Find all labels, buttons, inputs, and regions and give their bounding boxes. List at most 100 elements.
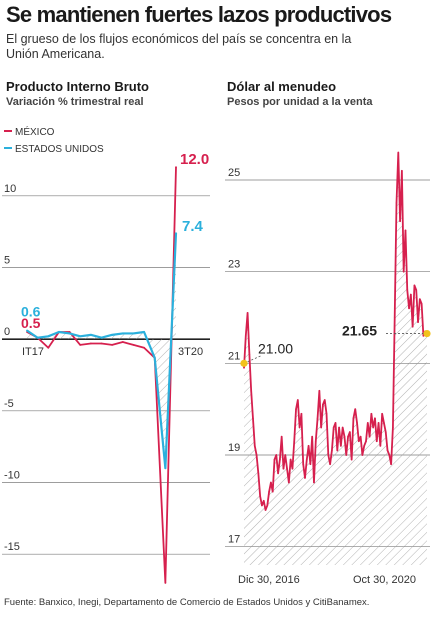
gdp-point-usa <box>36 336 39 339</box>
gdp-chart: 10 5 0 -5 -10 -15 0.60.5 12.0 7.4 IT17 3T20 MÉXICO E… <box>2 125 210 584</box>
fx-point <box>302 463 305 465</box>
fx-point <box>336 449 339 452</box>
gdp-point-usa <box>100 336 103 339</box>
gdp-point-mexico <box>89 342 92 345</box>
fx-point <box>420 302 423 305</box>
fx-point <box>356 422 358 424</box>
fx-point <box>289 458 292 461</box>
fx-point <box>417 321 419 323</box>
fx-point <box>250 390 252 392</box>
fx-point <box>300 412 303 415</box>
fx-point <box>261 504 263 507</box>
fx-point <box>282 467 285 470</box>
fx-point <box>295 408 297 410</box>
fx-point <box>293 440 296 443</box>
fx-point <box>413 284 416 287</box>
fx-point <box>257 472 260 475</box>
fx-point <box>358 440 360 443</box>
legend-label-mexico: MÉXICO <box>15 125 55 138</box>
fx-chart-subtitle: Pesos por unidad a la venta <box>227 96 373 108</box>
fx-point <box>259 495 261 498</box>
gdp-point-usa <box>89 333 92 336</box>
gdp-point-usa <box>175 232 177 235</box>
headline: Se mantienen fuertes lazos productivos <box>6 2 392 27</box>
fx-marker-end <box>423 329 431 338</box>
fx-point <box>316 417 319 420</box>
fx-point <box>359 435 362 438</box>
fx-point <box>273 458 276 461</box>
fx-point <box>365 440 367 443</box>
fx-hatched-area <box>244 152 427 565</box>
fx-point <box>243 367 245 369</box>
gdp-end-label-usa: 7.4 <box>182 218 204 235</box>
fx-point <box>401 170 403 172</box>
fx-point <box>268 490 270 493</box>
fx-point <box>313 481 315 484</box>
gdp-line-mexico <box>26 167 177 584</box>
fx-point <box>311 435 313 438</box>
fx-point <box>291 467 294 470</box>
gdp-point-mexico <box>132 344 135 346</box>
fx-point <box>370 412 373 415</box>
fx-point <box>275 454 278 456</box>
fx-x-label-end: Oct 30, 2020 <box>353 574 416 586</box>
gdp-chart-subtitle: Variación % trimestral real <box>6 96 144 108</box>
gdp-point-mexico <box>47 346 50 349</box>
fx-point <box>332 426 335 429</box>
fx-point <box>304 477 306 479</box>
fx-point <box>320 426 322 429</box>
gdp-point-usa <box>47 335 50 338</box>
fx-point <box>309 463 312 465</box>
fx-chart-title: Dólar al menudeo <box>227 79 337 94</box>
fx-point <box>402 270 405 273</box>
fx-point <box>383 422 385 424</box>
fx-point <box>314 440 317 443</box>
fx-point <box>255 454 258 456</box>
gdp-y-tick-label: -15 <box>4 541 20 553</box>
fx-point <box>286 467 288 470</box>
fx-point <box>390 463 392 465</box>
fx-point <box>384 431 387 433</box>
fx-point <box>366 422 369 424</box>
gdp-point-usa <box>26 329 28 332</box>
gdp-point-usa <box>111 333 114 336</box>
gdp-point-usa <box>153 356 156 359</box>
fx-x-label-start: Dic 30, 2016 <box>238 574 300 586</box>
fx-point <box>406 289 409 291</box>
fx-point <box>327 454 330 456</box>
fx-point <box>305 458 308 461</box>
fx-point <box>372 426 374 429</box>
fx-point <box>408 307 410 310</box>
gdp-start-label-usa: 0.6 <box>21 303 41 319</box>
fx-point <box>410 293 412 296</box>
fx-point <box>374 417 376 420</box>
gdp-point-mexico <box>111 344 114 346</box>
gdp-point-usa <box>121 332 124 335</box>
fx-point <box>397 151 400 154</box>
fx-point <box>253 445 256 447</box>
fx-point <box>284 454 287 456</box>
fx-point <box>388 454 391 456</box>
fx-annotation-leader-start <box>243 354 263 364</box>
fx-y-tick-label: 21 <box>228 350 240 362</box>
fx-point <box>404 229 407 232</box>
source-note: Fuente: Banxico, Inegi, Departamento de … <box>4 597 370 608</box>
fx-point <box>246 312 249 314</box>
gdp-y-tick-label: -5 <box>4 398 14 410</box>
fx-point <box>393 316 396 319</box>
fx-point <box>334 422 337 424</box>
gdp-point-mexico <box>121 341 124 343</box>
fx-point <box>379 445 382 447</box>
fx-point <box>248 353 251 355</box>
fx-y-tick-label: 17 <box>228 534 240 546</box>
fx-point <box>422 335 425 337</box>
fx-point <box>331 449 333 452</box>
fx-point <box>381 412 383 415</box>
fx-point <box>318 390 321 392</box>
fx-point <box>338 426 340 429</box>
fx-point <box>415 289 418 291</box>
fx-marker-start <box>240 359 248 367</box>
fx-point <box>354 408 357 410</box>
gdp-point-mexico <box>164 581 167 584</box>
